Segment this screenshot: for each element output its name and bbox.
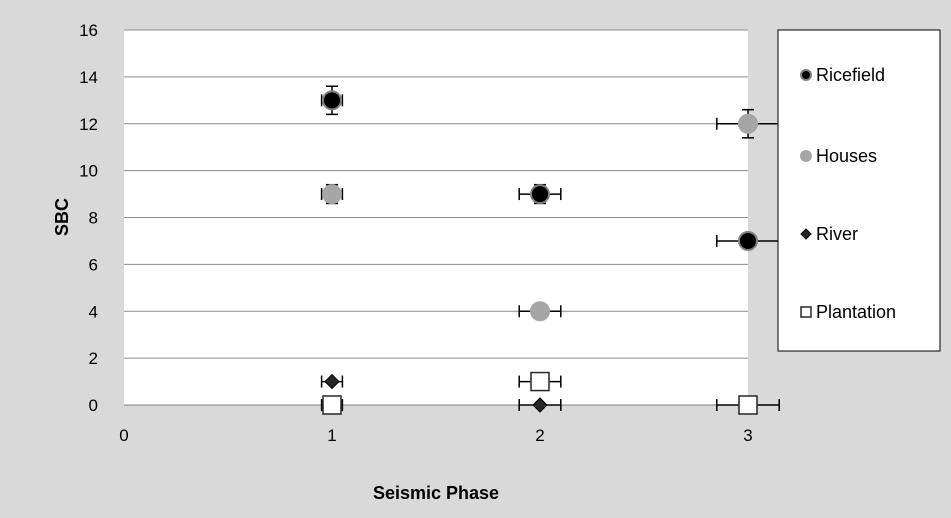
data-points <box>322 90 758 415</box>
y-tick-label: 4 <box>89 302 98 321</box>
y-tick-label: 10 <box>79 162 98 181</box>
x-tick-label: 2 <box>535 426 544 445</box>
x-tick-label: 3 <box>743 426 752 445</box>
legend-label-ricefield: Ricefield <box>816 65 885 85</box>
point-houses <box>530 301 550 322</box>
x-axis-ticks: 0 1 2 3 <box>119 426 752 445</box>
gridlines <box>124 29 748 406</box>
legend-marker-ricefield <box>800 69 812 81</box>
legend-marker-plantation <box>800 306 812 318</box>
point-ricefield <box>738 230 758 251</box>
point-river <box>532 397 548 413</box>
y-tick-label: 16 <box>79 21 98 40</box>
legend-marker-houses <box>800 150 812 162</box>
point-plantation <box>738 395 758 415</box>
y-tick-label: 0 <box>89 396 98 415</box>
legend-box <box>777 29 941 352</box>
point-houses <box>738 113 758 134</box>
point-river <box>324 373 340 390</box>
legend-marker-river <box>800 228 812 240</box>
legend-label-river: River <box>816 224 858 244</box>
point-houses <box>322 184 342 205</box>
y-tick-label: 8 <box>89 209 98 228</box>
point-plantation <box>530 371 550 392</box>
y-axis-title: SBC <box>52 198 72 236</box>
point-plantation <box>322 395 342 415</box>
legend: Ricefield Houses River Plantation <box>800 65 896 322</box>
y-tick-label: 14 <box>79 68 98 87</box>
y-tick-label: 2 <box>89 349 98 368</box>
y-tick-label: 12 <box>79 115 98 134</box>
x-axis-title: Seismic Phase <box>373 483 499 503</box>
x-tick-label: 1 <box>327 426 336 445</box>
legend-label-plantation: Plantation <box>816 302 896 322</box>
y-tick-label: 6 <box>89 255 98 274</box>
x-tick-label: 0 <box>119 426 128 445</box>
legend-label-houses: Houses <box>816 146 877 166</box>
point-ricefield <box>322 90 342 111</box>
point-ricefield <box>530 184 550 205</box>
y-axis-ticks: 0 2 4 6 8 10 12 14 16 <box>79 21 98 415</box>
